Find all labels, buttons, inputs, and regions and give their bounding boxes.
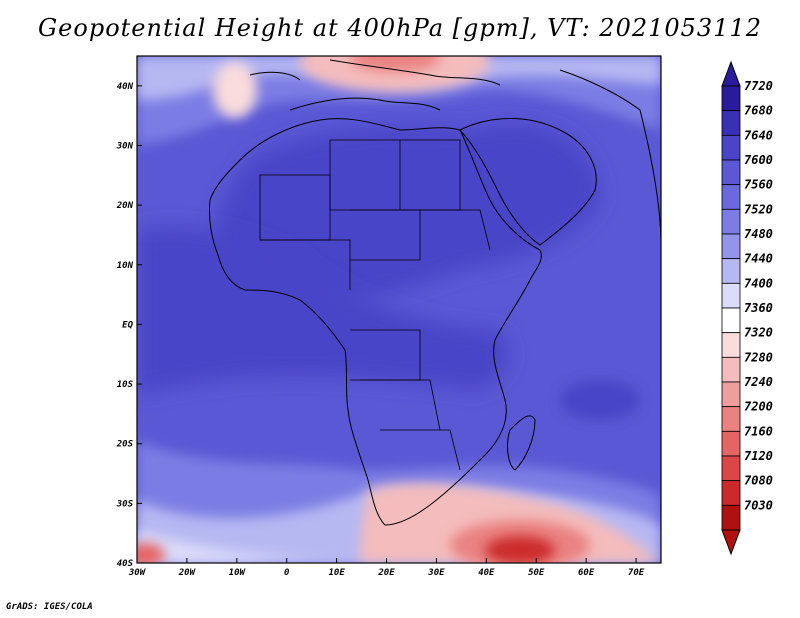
x-tick-label: 30E: [427, 568, 445, 578]
colorbar-label: 7120: [744, 449, 773, 463]
y-tick-label: EQ: [122, 320, 133, 330]
y-axis: 40N 30N 20N 10N EQ 10S 20S 30S 40S: [116, 82, 142, 569]
colorbar-label: 7680: [744, 104, 773, 118]
colorbar-swatch: [721, 159, 741, 186]
colorbar-swatch: [721, 134, 741, 161]
colorbar-label: 7600: [744, 153, 773, 167]
y-tick-label: 30S: [116, 499, 134, 509]
colorbar-label: 7280: [744, 350, 773, 364]
colorbar-swatch: [721, 233, 741, 260]
colorbar-label: 7320: [744, 326, 773, 340]
colorbar-label: 7400: [744, 276, 773, 290]
colorbar-label: 7720: [744, 79, 773, 93]
x-tick-label: 0: [284, 568, 290, 578]
x-tick-label: 70E: [628, 568, 645, 578]
colorbar-label: 7030: [744, 498, 773, 512]
colorbar-label: 7520: [744, 202, 773, 216]
y-tick-label: 20N: [116, 201, 134, 211]
colorbar-label: 7560: [744, 178, 773, 192]
colorbar-label: 7640: [744, 128, 773, 142]
colorbar-swatch: [721, 85, 741, 112]
colorbar-swatch: [721, 430, 741, 457]
colorbar-swatch: [721, 406, 741, 432]
chart-title: Geopotential Height at 400hPa [gpm], VT:…: [38, 14, 762, 42]
x-axis: 30W 20W 10W 0 10E 20E 30E 40E 50E 60E 70E: [128, 558, 645, 578]
colorbar-label: 7480: [744, 227, 773, 241]
colorbar-label: 7080: [744, 474, 773, 488]
plot-frame: [136, 55, 662, 564]
colorbar-label: 7160: [744, 424, 773, 438]
x-tick-label: 30W: [128, 568, 147, 578]
colorbar-swatch: [721, 110, 741, 136]
x-tick-label: 20E: [377, 568, 395, 578]
x-tick-label: 50E: [528, 568, 545, 578]
x-tick-label: 40E: [478, 568, 495, 578]
x-tick-label: 10W: [229, 568, 247, 578]
colorbar-label: 7240: [744, 375, 773, 389]
colorbar-extend-top: [721, 60, 741, 87]
colorbar-swatch: [721, 208, 741, 235]
colorbar-swatch: [721, 258, 741, 284]
y-tick-label: 40N: [117, 82, 134, 92]
contour-field: [137, 56, 661, 563]
y-tick-label: 10S: [117, 380, 134, 390]
colorbar-swatch: [721, 307, 741, 334]
y-tick-label: 30N: [116, 141, 134, 151]
colorbar-label: 7440: [744, 252, 773, 266]
country-borders: [259, 139, 491, 471]
x-tick-label: 20W: [178, 568, 197, 578]
colorbar-swatch: [721, 332, 741, 358]
x-tick-label: 60E: [578, 568, 595, 578]
colorbar-swatch: [721, 282, 741, 309]
coastlines: [209, 59, 661, 526]
footer-credit: GrADS: IGES/COLA: [6, 602, 93, 612]
colorbar-swatch: [721, 356, 741, 383]
colorbar-label: 7360: [744, 301, 773, 315]
y-tick-label: 20S: [116, 440, 134, 450]
colorbar-swatch: [721, 504, 741, 531]
colorbar: 7720 7680 7640 7600 7560 7520 7480 7440 7400 7360…: [721, 60, 773, 556]
y-tick-label: 40S: [117, 559, 134, 569]
colorbar-extend-bottom: [721, 529, 741, 556]
x-tick-label: 10E: [328, 568, 345, 578]
colorbar-swatch: [721, 480, 741, 506]
colorbar-label: 7200: [744, 400, 773, 414]
colorbar-swatch: [721, 455, 741, 482]
colorbar-swatch: [721, 184, 741, 210]
y-tick-label: 10N: [117, 261, 134, 271]
colorbar-swatch: [721, 381, 741, 408]
